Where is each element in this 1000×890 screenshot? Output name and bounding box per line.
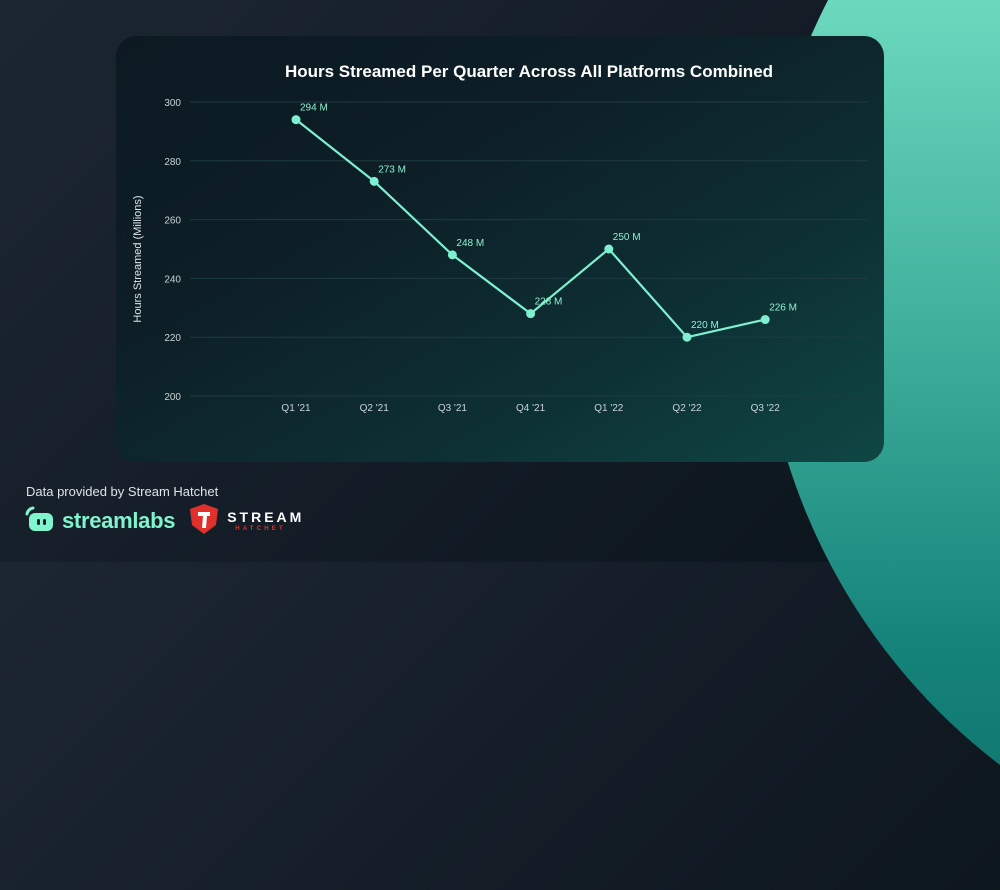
x-tick-label: Q3 '21 — [438, 403, 468, 414]
data-label: 273 M — [378, 164, 406, 175]
y-tick-label: 220 — [164, 333, 181, 344]
streamlabs-wordmark: streamlabs — [62, 508, 176, 533]
x-axis-ticks: Q1 '21 Q2 '21 Q3 '21 Q4 '21 Q1 '22 Q2 '22 Q3 '… — [281, 403, 780, 414]
y-axis-ticks: 200 220 240 260 280 300 — [164, 98, 181, 403]
x-tick-label: Q1 '21 — [281, 403, 311, 414]
data-label: 248 M — [456, 238, 484, 249]
stream-hatchet-wordmark-top: STREAM — [227, 509, 305, 525]
data-point — [682, 332, 692, 342]
x-tick-label: Q1 '22 — [594, 403, 624, 414]
partner-logos: streamlabs STREAM HATCHET — [24, 503, 304, 540]
data-credit: Data provided by Stream Hatchet — [26, 484, 219, 499]
y-tick-label: 240 — [164, 274, 181, 285]
stream-hatchet-logo: STREAM HATCHET — [189, 503, 304, 540]
stream-hatchet-shield-icon — [189, 503, 219, 540]
data-label: 220 M — [691, 320, 719, 331]
data-label: 226 M — [769, 303, 797, 314]
gridlines — [190, 101, 868, 397]
series-line — [295, 118, 766, 339]
data-point — [447, 250, 457, 260]
x-tick-label: Q3 '22 — [751, 403, 781, 414]
x-tick-label: Q4 '21 — [516, 403, 546, 414]
streamlabs-logo-icon — [24, 506, 54, 537]
x-tick-label: Q2 '22 — [672, 403, 702, 414]
y-tick-label: 260 — [164, 216, 181, 227]
data-label: 228 M — [535, 297, 563, 308]
chart-title: Hours Streamed Per Quarter Across All Pl… — [285, 62, 773, 81]
data-label: 250 M — [613, 232, 641, 243]
data-labels: 294 M 273 M 248 M 228 M 250 M 220 M 226 M — [300, 103, 797, 332]
data-points — [291, 115, 770, 342]
y-tick-label: 200 — [164, 392, 181, 403]
y-axis-label: Hours Streamed (Millions) — [132, 195, 144, 322]
chart-card — [116, 36, 884, 462]
series-line-path — [295, 118, 766, 339]
data-point — [760, 315, 770, 325]
y-tick-label: 280 — [164, 157, 181, 168]
data-point — [526, 309, 536, 319]
stream-hatchet-wordmark-bottom: HATCHET — [235, 526, 286, 532]
data-point — [604, 244, 614, 254]
data-point — [369, 176, 379, 186]
x-tick-label: Q2 '21 — [360, 403, 390, 414]
data-point — [291, 115, 301, 125]
line-chart: Hours Streamed Per Quarter Across All Pl… — [132, 62, 868, 414]
y-tick-label: 300 — [164, 98, 181, 109]
data-label: 294 M — [300, 103, 328, 114]
